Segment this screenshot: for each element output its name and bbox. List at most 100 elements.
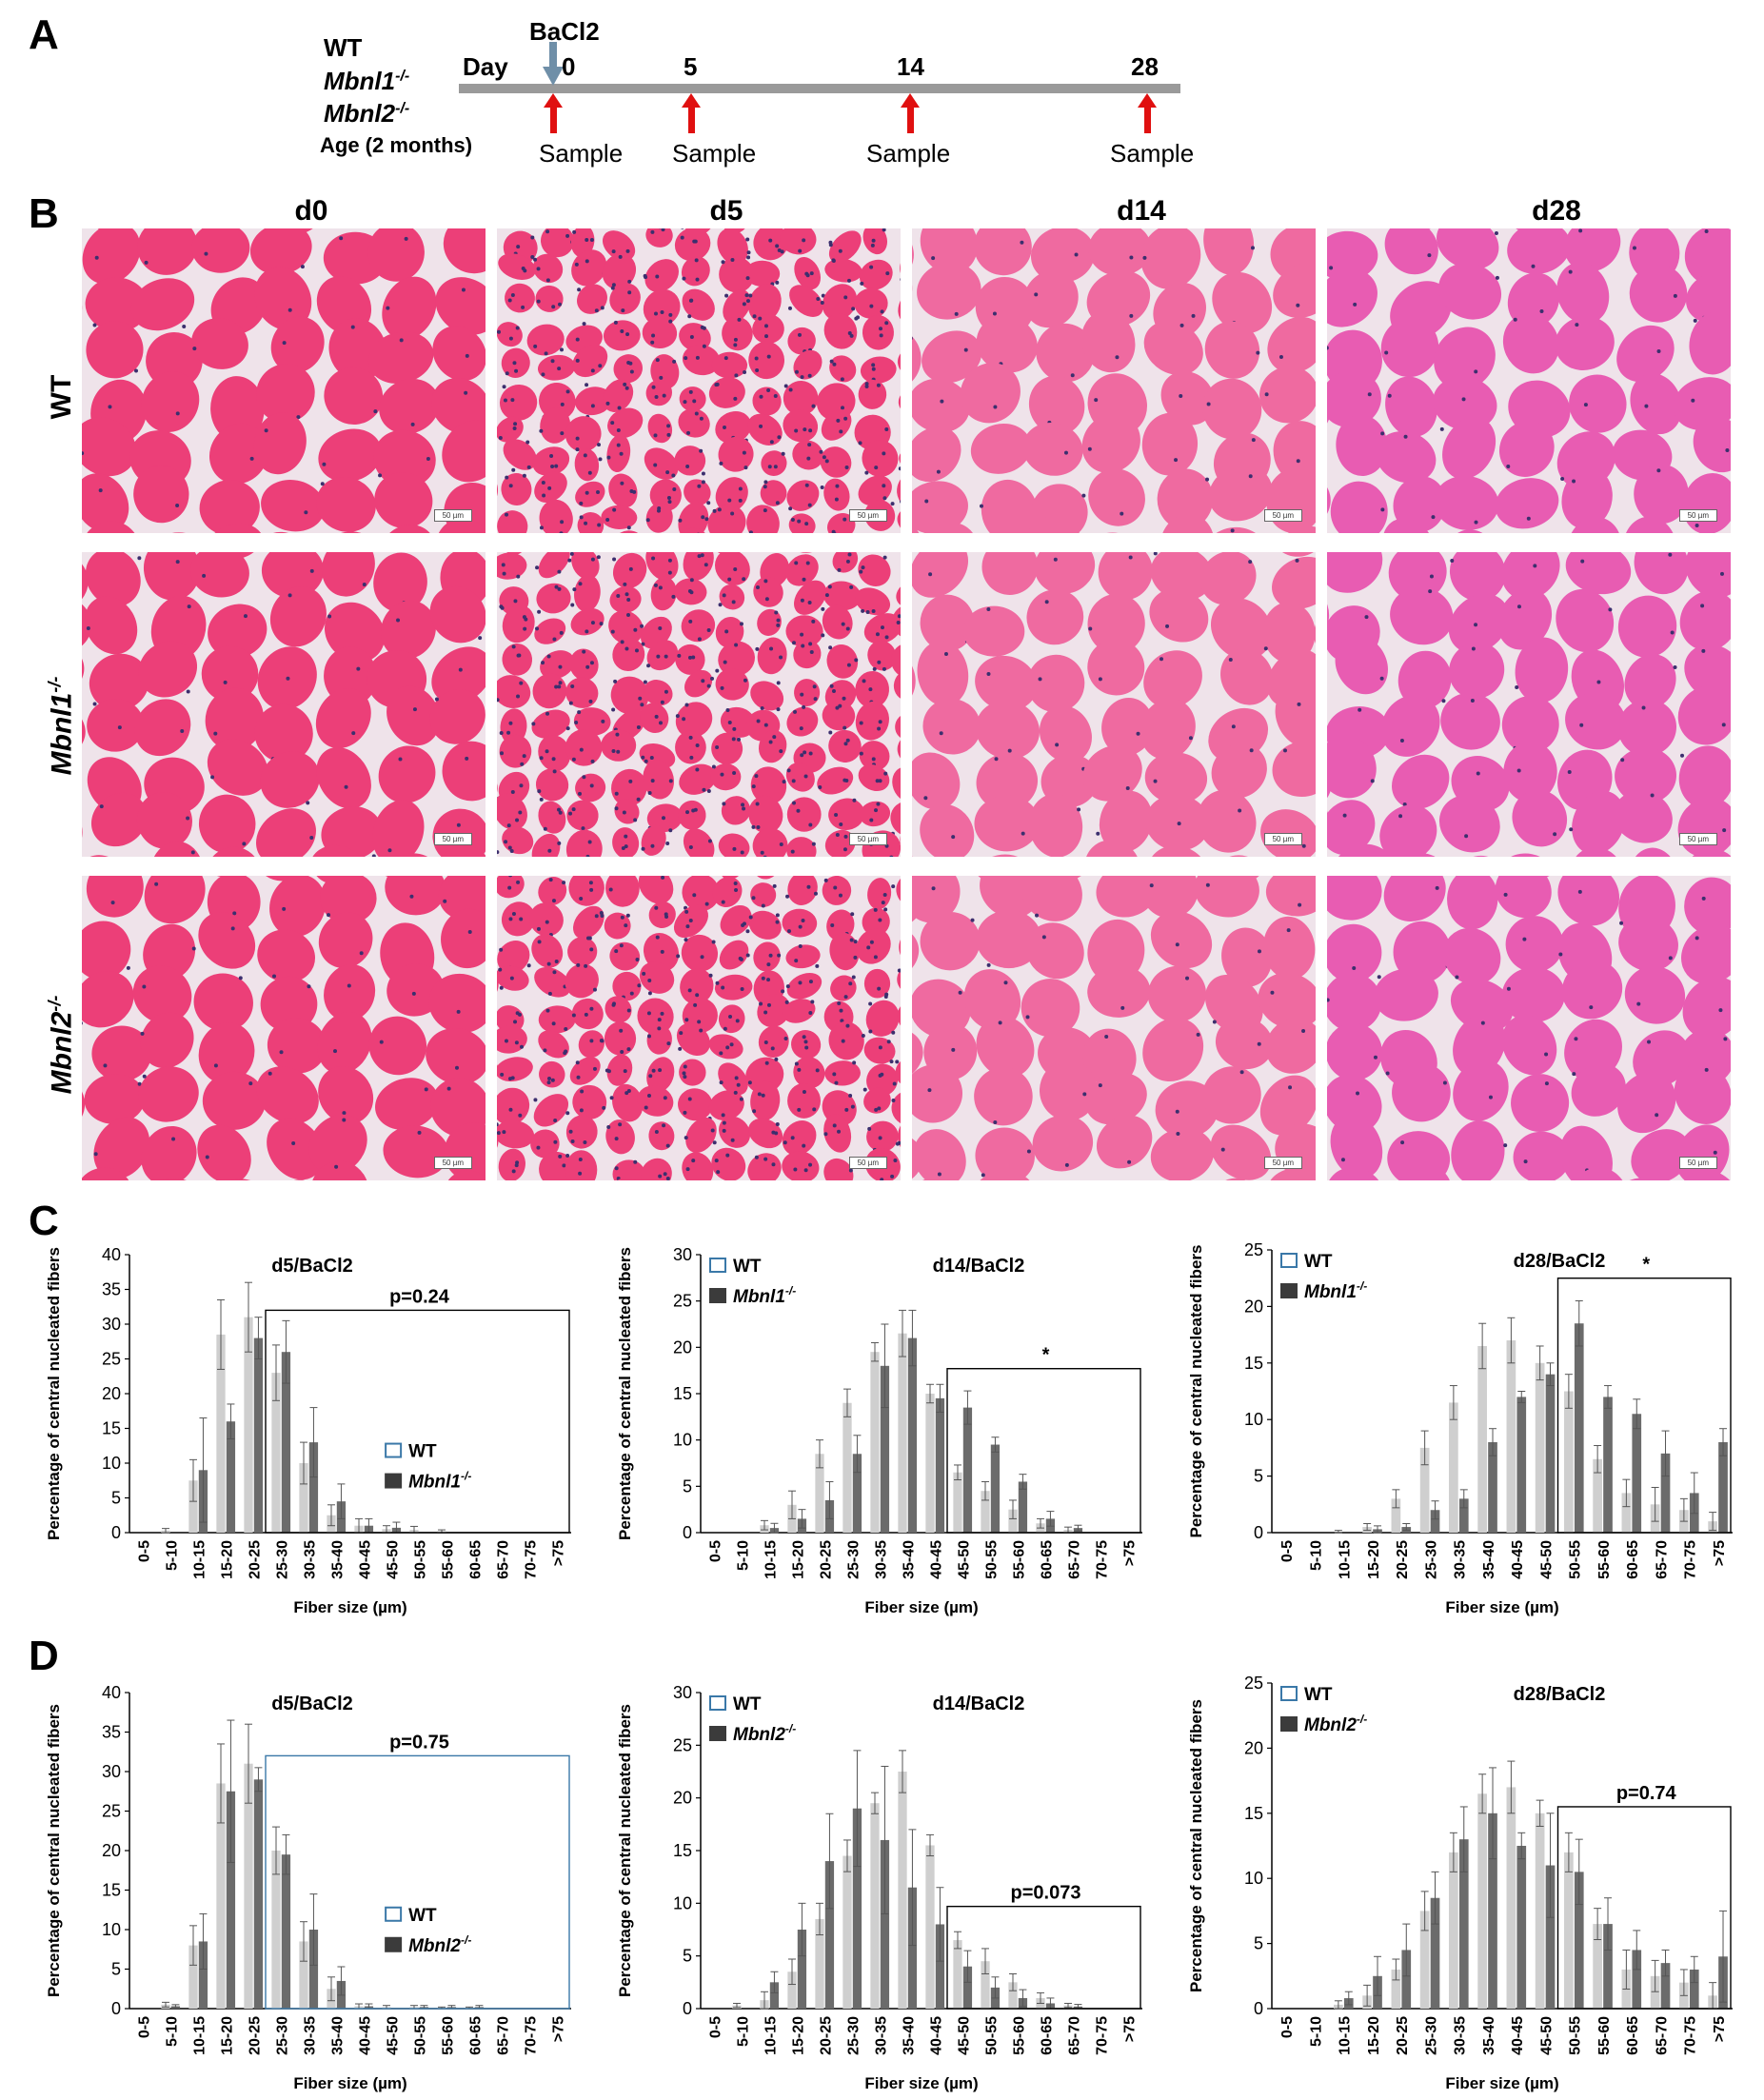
micrograph-wt-d28: 50 µm <box>1327 228 1731 533</box>
y-tick-label: 10 <box>673 1431 692 1450</box>
y-tick-label: 20 <box>102 1384 121 1403</box>
x-tick-label: 70-75 <box>1095 1540 1111 1579</box>
legend-label-wt: WT <box>733 1694 762 1714</box>
timeline-genotype-mbnl1: Mbnl1-/- <box>324 67 410 95</box>
bar-wt <box>271 1851 281 2009</box>
x-tick-label: 50-55 <box>1568 1540 1584 1579</box>
x-tick-label: 10-15 <box>192 1540 208 1579</box>
y-tick-label: 35 <box>102 1723 121 1742</box>
x-tick-label: 0-5 <box>708 2016 724 2038</box>
scale-bar: 50 µm <box>433 833 472 845</box>
bar-mbnl1 <box>226 1421 236 1533</box>
column-header-d5: d5 <box>709 195 743 227</box>
x-tick-label: 65-70 <box>496 2016 512 2055</box>
x-tick-label: 55-60 <box>441 2016 457 2055</box>
x-tick-label: 60-65 <box>1625 1540 1641 1579</box>
bar-mbnl2 <box>1401 1950 1412 2009</box>
bar-wt <box>787 1971 797 2009</box>
legend-label-wt: WT <box>1304 1252 1333 1272</box>
x-tick-label: 40-45 <box>929 2016 945 2055</box>
significance-box <box>946 1905 1141 2010</box>
bar-mbnl1 <box>1718 1441 1728 1533</box>
y-tick-label: 40 <box>102 1245 121 1264</box>
x-tick-label: 20-25 <box>1395 2016 1411 2055</box>
y-tick-label: 25 <box>1244 1674 1263 1693</box>
chart-title: d28/BaCl2 <box>1514 1251 1606 1272</box>
bar-mbnl2 <box>852 1808 862 2009</box>
y-tick-label: 0 <box>683 1523 692 1542</box>
x-tick-label: >75 <box>1122 2016 1139 2042</box>
bar-wt <box>1506 1787 1516 2009</box>
bar-wt <box>1621 1493 1632 1533</box>
legend-swatch-wt <box>709 1695 726 1711</box>
bar-wt <box>981 1491 990 1533</box>
bar-wt <box>1564 1391 1574 1533</box>
legend-swatch-mbnl2 <box>709 1726 726 1741</box>
bar-mbnl1 <box>1458 1498 1469 1533</box>
x-tick-label: 60-65 <box>1040 2016 1056 2055</box>
bar-mbnl1 <box>1545 1374 1556 1533</box>
scale-bar: 50 µm <box>433 509 472 522</box>
bar-wt <box>1650 1975 1660 2009</box>
significance-label: p=0.75 <box>389 1732 449 1753</box>
chart-c-d14-mbnl1: Percentage of central nucleated fibers 0 5… <box>609 1238 1161 1618</box>
panel-letter-b: B <box>29 190 59 237</box>
scale-bar: 50 µm <box>1678 509 1717 522</box>
x-tick-label: 5-10 <box>1308 2016 1324 2047</box>
bar-mbnl2 <box>1660 1963 1671 2009</box>
bar-mbnl2 <box>1545 1865 1556 2009</box>
bar-mbnl1 <box>1632 1414 1642 1533</box>
legend-swatch-wt <box>1280 1686 1298 1701</box>
bar-wt <box>1449 1852 1458 2009</box>
bar-wt <box>299 1463 308 1533</box>
timeline-sample-28: Sample <box>1110 139 1195 168</box>
y-axis-label: Percentage of central nucleated fibers <box>45 1704 63 1997</box>
legend-label-mbnl2: Mbnl2-/- <box>733 1722 796 1745</box>
legend-swatch-wt <box>1280 1253 1298 1268</box>
x-tick-label: 65-70 <box>1654 1540 1670 1579</box>
x-tick-label: 5-10 <box>736 2016 752 2047</box>
y-axis-label: Percentage of central nucleated fibers <box>1187 1245 1205 1538</box>
x-tick-label: 45-50 <box>1538 2016 1555 2055</box>
x-tick-label: >75 <box>551 1540 567 1566</box>
bar-mbnl1 <box>1488 1441 1497 1533</box>
panel-letter-d: D <box>29 1633 59 1679</box>
x-tick-label: 0-5 <box>1279 1540 1296 1562</box>
chart-title: d5/BaCl2 <box>271 1256 353 1277</box>
bar-wt <box>299 1941 308 2009</box>
y-tick-label: 5 <box>111 1489 121 1508</box>
y-tick-label: 20 <box>673 1789 692 1808</box>
chart-c-d5-mbnl1: Percentage of central nucleated fibers 0 5… <box>38 1238 590 1618</box>
bar-wt <box>1419 1911 1430 2009</box>
x-tick-label: 20-25 <box>819 2016 835 2055</box>
y-tick-label: 25 <box>673 1292 692 1311</box>
x-tick-label: 45-50 <box>957 2016 973 2055</box>
bar-wt <box>898 1772 907 2009</box>
x-tick-label: 35-40 <box>1481 2016 1497 2055</box>
x-tick-label: 40-45 <box>1510 2016 1526 2055</box>
x-tick-label: 25-30 <box>846 1540 862 1579</box>
bar-wt <box>1564 1852 1574 2009</box>
chart-title: d5/BaCl2 <box>271 1694 353 1714</box>
y-tick-label: 25 <box>1244 1240 1263 1259</box>
scale-bar: 50 µm <box>848 833 887 845</box>
y-tick-label: 30 <box>673 1683 692 1702</box>
x-tick-label: 50-55 <box>413 1540 429 1579</box>
y-axis-label: Percentage of central nucleated fibers <box>616 1704 634 1997</box>
y-tick-label: 35 <box>102 1280 121 1299</box>
timeline-age-label: Age (2 months) <box>320 133 473 157</box>
scale-bar: 50 µm <box>848 1157 887 1169</box>
legend-swatch-mbnl1 <box>1280 1283 1298 1298</box>
panel-letter-a: A <box>29 11 59 58</box>
micrograph-mbnl2-d5: 50 µm <box>497 876 901 1180</box>
x-tick-label: 50-55 <box>984 1540 1001 1579</box>
x-tick-label: >75 <box>1712 1540 1728 1566</box>
x-tick-label: 30-35 <box>874 2016 890 2055</box>
bar-wt <box>1008 1982 1018 2009</box>
x-tick-label: 15-20 <box>220 1540 236 1579</box>
y-tick-label: 5 <box>1254 1467 1263 1486</box>
y-tick-label: 15 <box>673 1384 692 1403</box>
y-axis-label: Percentage of central nucleated fibers <box>616 1247 634 1540</box>
timeline-sample-5: Sample <box>672 139 757 168</box>
bar-wt <box>1419 1447 1430 1533</box>
